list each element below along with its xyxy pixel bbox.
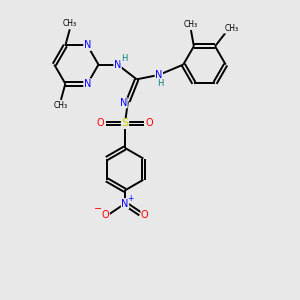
- Text: N: N: [120, 98, 127, 108]
- Text: −: −: [94, 205, 103, 214]
- Text: O: O: [97, 118, 104, 128]
- Text: CH₃: CH₃: [184, 20, 198, 29]
- Text: S: S: [122, 118, 128, 128]
- Text: N: N: [121, 199, 129, 208]
- Text: O: O: [101, 210, 109, 220]
- Text: N: N: [114, 60, 121, 70]
- Text: CH₃: CH₃: [54, 101, 68, 110]
- Text: H: H: [157, 79, 164, 88]
- Text: O: O: [146, 118, 153, 128]
- Text: +: +: [127, 194, 134, 203]
- Text: CH₃: CH₃: [63, 20, 77, 28]
- Text: N: N: [155, 70, 163, 80]
- Text: H: H: [121, 54, 127, 63]
- Text: N: N: [84, 79, 91, 89]
- Text: O: O: [141, 210, 148, 220]
- Text: CH₃: CH₃: [224, 24, 238, 33]
- Text: N: N: [84, 40, 91, 50]
